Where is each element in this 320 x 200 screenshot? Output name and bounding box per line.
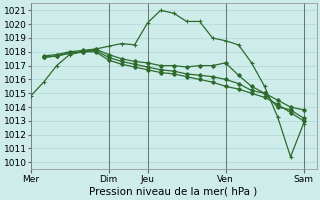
X-axis label: Pression niveau de la mer( hPa ): Pression niveau de la mer( hPa ) xyxy=(90,187,258,197)
